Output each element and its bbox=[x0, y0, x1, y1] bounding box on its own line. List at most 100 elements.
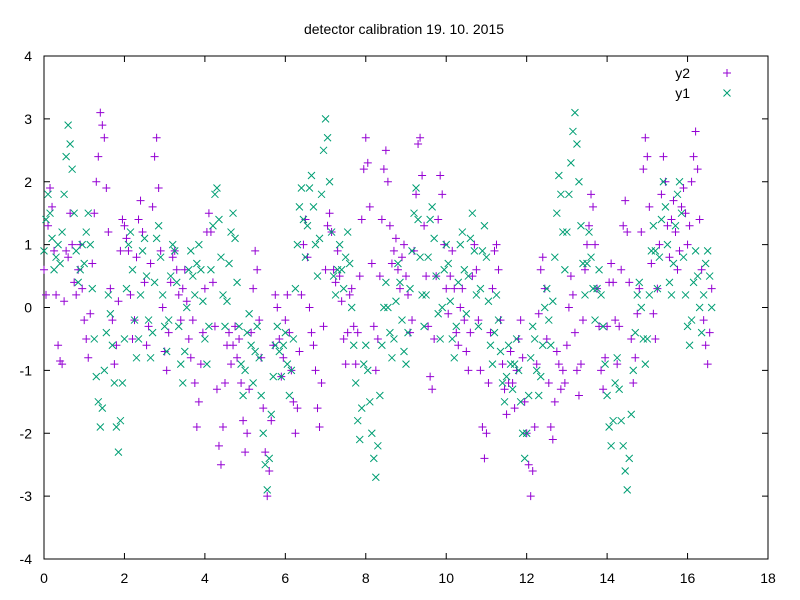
data-point-y1 bbox=[289, 335, 298, 343]
data-point-y1 bbox=[325, 177, 334, 186]
data-point-y1 bbox=[561, 265, 569, 274]
data-point-y2 bbox=[631, 353, 640, 362]
data-point-y1 bbox=[675, 177, 684, 186]
data-point-y1 bbox=[432, 272, 441, 280]
data-point-y1 bbox=[486, 341, 495, 350]
data-point-y2 bbox=[387, 259, 396, 268]
data-point-y1 bbox=[190, 291, 199, 299]
data-point-y1 bbox=[472, 291, 481, 299]
data-point-y1 bbox=[442, 240, 451, 249]
data-point-y2 bbox=[492, 240, 501, 249]
data-point-y2 bbox=[478, 422, 487, 431]
data-point-y1 bbox=[102, 328, 111, 337]
data-point-y2 bbox=[474, 316, 483, 325]
data-point-y2 bbox=[395, 284, 404, 293]
data-point-y2 bbox=[98, 121, 107, 130]
data-point-y2 bbox=[112, 341, 121, 350]
data-point-y2 bbox=[426, 372, 435, 381]
data-point-y2 bbox=[206, 228, 215, 237]
data-point-y2 bbox=[436, 171, 445, 180]
data-point-y2 bbox=[88, 259, 97, 268]
data-point-y2 bbox=[335, 272, 344, 281]
data-point-y1 bbox=[488, 360, 497, 368]
data-point-y1 bbox=[136, 291, 145, 299]
data-point-y2 bbox=[665, 253, 674, 262]
x-tick-label: 14 bbox=[599, 570, 615, 586]
data-point-y1 bbox=[148, 328, 157, 337]
data-point-y1 bbox=[144, 316, 153, 324]
data-point-y2 bbox=[556, 385, 565, 394]
data-point-y1 bbox=[44, 190, 52, 199]
data-point-y1 bbox=[54, 240, 62, 249]
x-tick-label: 16 bbox=[680, 570, 696, 586]
data-point-y2 bbox=[263, 492, 272, 501]
data-point-y1 bbox=[554, 171, 563, 180]
data-point-y1 bbox=[460, 265, 469, 274]
data-point-y2 bbox=[540, 284, 549, 293]
data-point-y1 bbox=[339, 284, 348, 293]
data-point-y2 bbox=[323, 221, 332, 230]
data-point-y1 bbox=[126, 228, 135, 236]
data-point-y1 bbox=[84, 209, 93, 218]
data-point-y2 bbox=[229, 341, 238, 350]
data-point-y1 bbox=[424, 253, 432, 262]
data-point-y2 bbox=[46, 184, 55, 193]
data-point-y2 bbox=[325, 209, 334, 218]
data-point-y2 bbox=[460, 316, 469, 325]
data-point-y1 bbox=[291, 284, 300, 293]
data-point-y1 bbox=[440, 265, 449, 274]
data-point-y1 bbox=[438, 303, 447, 312]
data-point-y2 bbox=[442, 284, 451, 293]
data-point-y2 bbox=[657, 190, 666, 199]
y-tick-label: 0 bbox=[24, 300, 32, 316]
data-point-y1 bbox=[341, 253, 350, 262]
data-point-y2 bbox=[520, 397, 529, 406]
data-point-y1 bbox=[653, 284, 662, 293]
data-point-y2 bbox=[568, 290, 577, 299]
data-point-y2 bbox=[192, 422, 201, 431]
data-point-y2 bbox=[182, 297, 191, 306]
data-point-y2 bbox=[595, 322, 604, 331]
data-point-y2 bbox=[560, 378, 569, 387]
data-point-y1 bbox=[323, 133, 332, 142]
data-point-y2 bbox=[691, 127, 700, 136]
data-point-y1 bbox=[180, 347, 189, 356]
data-point-y1 bbox=[347, 303, 356, 312]
series-y2-points bbox=[40, 108, 716, 501]
data-point-y1 bbox=[396, 278, 404, 287]
data-point-y2 bbox=[307, 328, 316, 337]
data-point-y1 bbox=[60, 190, 68, 199]
data-point-y1 bbox=[643, 335, 652, 343]
data-point-y2 bbox=[462, 347, 471, 356]
data-point-y2 bbox=[42, 290, 51, 299]
data-point-y1 bbox=[283, 360, 292, 368]
data-point-y1 bbox=[241, 366, 249, 375]
data-point-y2 bbox=[607, 259, 616, 268]
data-point-y2 bbox=[218, 422, 227, 431]
data-point-y2 bbox=[528, 466, 537, 475]
data-point-y1 bbox=[490, 328, 499, 337]
data-point-y2 bbox=[546, 422, 555, 431]
data-point-y2 bbox=[84, 353, 93, 362]
data-point-y1 bbox=[426, 215, 434, 224]
data-point-y1 bbox=[524, 391, 533, 400]
data-point-y1 bbox=[237, 360, 245, 368]
data-point-y2 bbox=[148, 202, 157, 211]
data-point-y1 bbox=[118, 379, 127, 387]
data-point-y1 bbox=[691, 247, 700, 255]
data-point-y2 bbox=[122, 234, 131, 243]
data-point-y2 bbox=[331, 278, 340, 287]
data-point-y1 bbox=[679, 253, 688, 262]
data-point-y2 bbox=[249, 284, 258, 293]
data-point-y1 bbox=[548, 297, 557, 306]
data-point-y2 bbox=[659, 152, 668, 161]
data-point-y1 bbox=[627, 410, 636, 419]
data-point-y2 bbox=[615, 322, 624, 331]
data-point-y2 bbox=[542, 334, 551, 343]
data-point-y1 bbox=[550, 253, 559, 262]
data-point-y2 bbox=[343, 328, 352, 337]
data-point-y1 bbox=[209, 221, 217, 230]
data-point-y1 bbox=[484, 297, 493, 306]
data-point-y1 bbox=[227, 228, 235, 236]
